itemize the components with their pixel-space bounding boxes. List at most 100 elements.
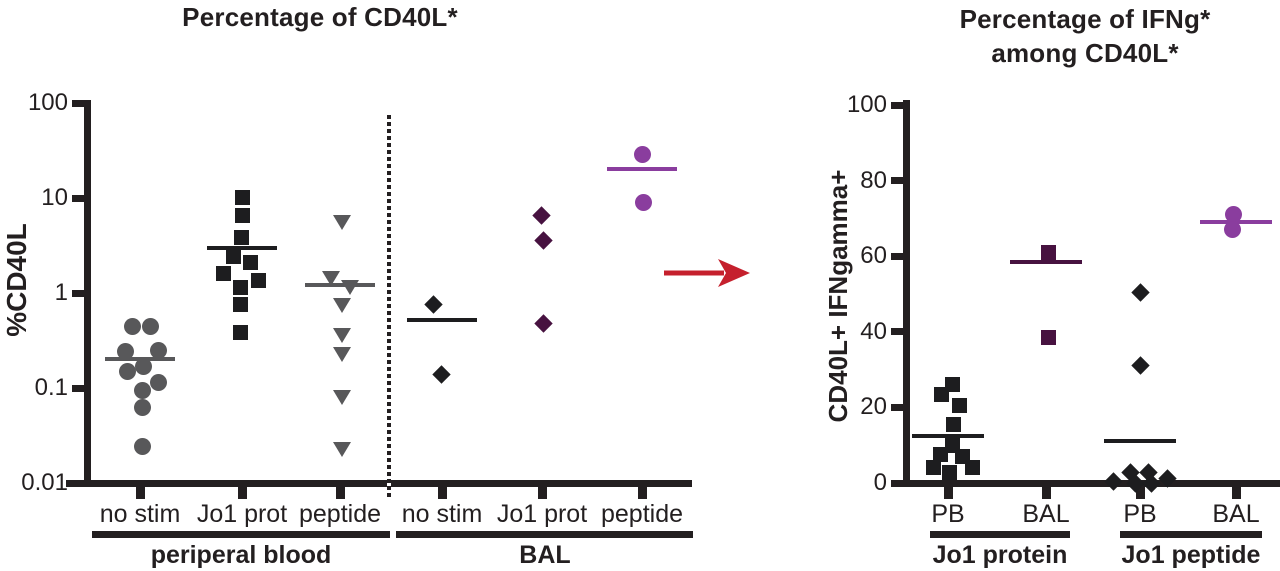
red-arrow-icon <box>662 258 752 288</box>
marker-circle-icon <box>1224 206 1242 224</box>
marker-circle-icon <box>133 381 151 399</box>
y-axis-line <box>84 100 91 487</box>
marker-square-icon <box>232 297 248 313</box>
x-axis-line <box>896 480 1280 487</box>
marker-circle-icon <box>149 373 167 391</box>
marker-circle-icon <box>116 343 134 361</box>
marker-square-icon <box>232 325 248 341</box>
marker-square-icon <box>925 460 941 476</box>
marker-diamond-icon <box>1103 472 1123 492</box>
y-axis-line <box>903 100 910 487</box>
marker-square-icon <box>233 230 249 246</box>
x-category-label: BAL <box>1022 500 1070 528</box>
median-line <box>305 283 375 288</box>
marker-square-icon <box>954 449 970 465</box>
marker-square-icon <box>932 447 948 463</box>
x-axis-line <box>66 480 692 487</box>
marker-circle-icon <box>123 318 141 336</box>
y-tick-mark <box>72 289 84 297</box>
marker-square-icon <box>945 416 961 432</box>
marker-triangle-down-icon <box>333 297 351 313</box>
marker-triangle-down-icon <box>333 214 351 230</box>
x-tick-mark <box>1041 487 1051 499</box>
marker-circle-icon <box>149 341 167 359</box>
y-tick-label: 0 <box>873 469 887 496</box>
left-chart-title: Percentage of CD40L* <box>182 2 458 32</box>
y-tick-label: 20 <box>860 393 887 421</box>
median-line <box>912 433 984 438</box>
marker-square-icon <box>215 266 231 282</box>
y-tick-label: 80 <box>860 166 887 194</box>
marker-diamond-icon <box>1130 282 1150 302</box>
marker-circle-icon <box>118 362 136 380</box>
section-label: periperal blood <box>150 541 332 569</box>
median-line <box>1104 439 1176 444</box>
median-line <box>407 317 477 322</box>
y-tick-label: 60 <box>860 242 887 270</box>
marker-diamond-icon <box>431 364 451 384</box>
marker-diamond-icon <box>533 230 553 250</box>
x-category-label: PB <box>1123 500 1157 528</box>
y-tick-label: 100 <box>846 91 887 118</box>
y-tick-mark <box>72 479 84 487</box>
marker-square-icon <box>944 437 960 453</box>
y-tick-mark <box>891 328 903 336</box>
x-tick-mark <box>237 487 247 499</box>
marker-square-icon <box>951 398 967 413</box>
marker-diamond-icon <box>1130 356 1150 376</box>
y-tick-mark <box>891 252 903 260</box>
y-tick-label: 0.1 <box>34 374 68 401</box>
x-category-label: peptide <box>298 500 382 528</box>
marker-diamond-icon <box>423 295 443 315</box>
y-tick-mark <box>72 99 84 107</box>
marker-triangle-down-icon <box>333 346 351 362</box>
marker-circle-icon <box>133 399 151 417</box>
y-tick-label: 100 <box>27 89 68 116</box>
median-line <box>207 245 277 250</box>
x-category-label: no stim <box>99 500 181 528</box>
x-tick-mark <box>135 487 145 499</box>
marker-square-icon <box>941 465 957 481</box>
x-tick-mark <box>335 487 345 499</box>
section-underline <box>92 531 390 538</box>
marker-circle-icon <box>134 357 152 375</box>
marker-triangle-down-icon <box>333 389 351 405</box>
right-chart-title-line1: Percentage of IFNg* <box>959 4 1211 34</box>
section-label: Jo1 peptide <box>1121 541 1261 569</box>
x-tick-mark <box>537 487 547 499</box>
marker-square-icon <box>250 273 266 289</box>
marker-square-icon <box>964 460 980 476</box>
marker-diamond-icon <box>533 314 553 333</box>
marker-triangle-down-icon <box>322 270 340 286</box>
marker-square-icon <box>1040 329 1056 345</box>
marker-square-icon <box>232 279 248 295</box>
y-tick-mark <box>891 479 903 487</box>
marker-triangle-down-icon <box>341 280 359 296</box>
median-line <box>1010 259 1082 264</box>
marker-square-icon <box>234 207 250 223</box>
right-chart-title: Percentage of IFNg* among CD40L* <box>925 2 1245 70</box>
y-tick-label: 1 <box>54 279 68 306</box>
x-category-label: Jo1 prot <box>496 500 588 528</box>
marker-circle-icon <box>133 438 151 456</box>
marker-circle-icon <box>1223 221 1241 239</box>
y-tick-label: 0.01 <box>21 469 68 496</box>
y-tick-mark <box>891 101 903 109</box>
section-label: BAL <box>519 541 571 569</box>
marker-square-icon <box>933 386 949 402</box>
marker-diamond-icon <box>531 206 551 225</box>
marker-circle-icon <box>633 145 651 163</box>
marker-square-icon <box>1040 244 1056 260</box>
marker-circle-icon <box>141 318 159 336</box>
y-tick-label: 10 <box>41 184 68 211</box>
section-underline <box>396 531 693 538</box>
marker-square-icon <box>225 249 241 265</box>
marker-square-icon <box>242 254 258 270</box>
section-underline <box>930 531 1070 538</box>
section-label: Jo1 protein <box>932 541 1068 569</box>
x-tick-mark <box>1135 487 1145 499</box>
x-tick-mark <box>637 487 647 499</box>
x-category-label: Jo1 prot <box>196 500 288 528</box>
